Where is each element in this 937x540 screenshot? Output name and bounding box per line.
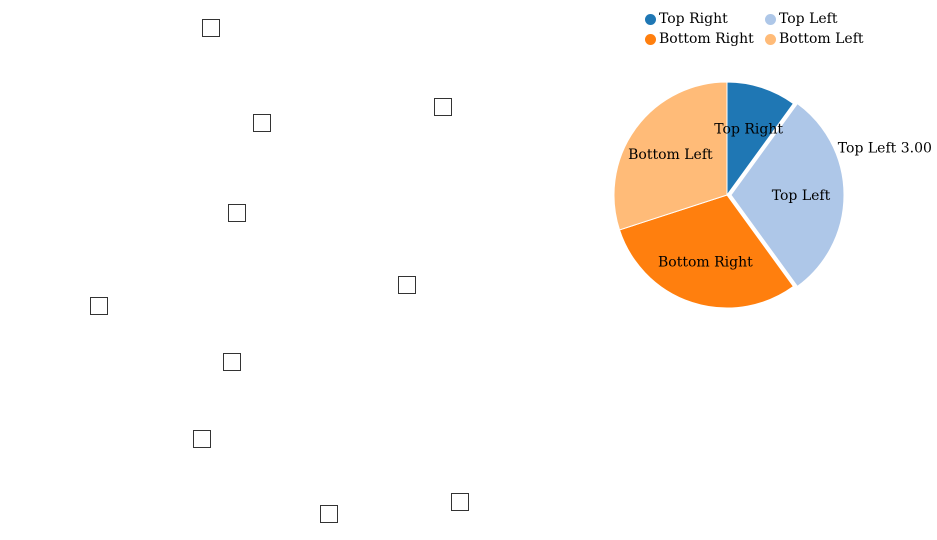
slice-label: Bottom Left bbox=[628, 147, 713, 163]
legend-item-top-left[interactable]: Top Left bbox=[765, 10, 885, 28]
point-marker[interactable] bbox=[228, 204, 246, 222]
point-marker[interactable] bbox=[223, 353, 241, 371]
pie-chart: Top Right Top Left Bottom Right Bottom Left… bbox=[613, 81, 932, 309]
pie-labels: Top Right Top Left Bottom Right Bottom Left bbox=[628, 121, 831, 270]
point-marker[interactable] bbox=[451, 493, 469, 511]
slice-label: Bottom Right bbox=[658, 255, 753, 271]
slice-label: Top Right bbox=[714, 121, 783, 137]
point-marker[interactable] bbox=[434, 98, 452, 116]
point-marker[interactable] bbox=[398, 276, 416, 294]
pie-slice-bottom-left[interactable] bbox=[613, 81, 728, 231]
slice-value-callout: Top Left 3.00 bbox=[838, 140, 932, 156]
legend-item-bottom-left[interactable]: Bottom Left bbox=[765, 30, 885, 48]
point-marker[interactable] bbox=[253, 114, 271, 132]
legend-item-bottom-right[interactable]: Bottom Right bbox=[645, 30, 765, 48]
legend-swatch bbox=[765, 33, 776, 45]
legend-label: Top Left bbox=[779, 11, 838, 27]
pie-slices bbox=[613, 81, 845, 309]
point-marker[interactable] bbox=[90, 297, 108, 315]
point-marker[interactable] bbox=[320, 505, 338, 523]
pie-slice-top-right[interactable] bbox=[726, 81, 795, 197]
legend-swatch bbox=[645, 13, 656, 25]
legend: Top Right Top Left Bottom Right Bottom L… bbox=[645, 10, 885, 48]
legend-swatch bbox=[645, 33, 656, 45]
scatter-area bbox=[90, 19, 469, 523]
legend-label: Top Right bbox=[659, 11, 728, 27]
point-marker[interactable] bbox=[193, 430, 211, 448]
legend-label: Bottom Right bbox=[659, 31, 754, 47]
legend-label: Bottom Left bbox=[779, 31, 864, 47]
slice-label: Top Left bbox=[772, 188, 831, 204]
pie-slice-top-left[interactable] bbox=[730, 102, 845, 288]
pie-slice-bottom-right[interactable] bbox=[618, 194, 795, 309]
point-marker[interactable] bbox=[202, 19, 220, 37]
legend-swatch bbox=[765, 13, 776, 25]
legend-item-top-right[interactable]: Top Right bbox=[645, 10, 765, 28]
